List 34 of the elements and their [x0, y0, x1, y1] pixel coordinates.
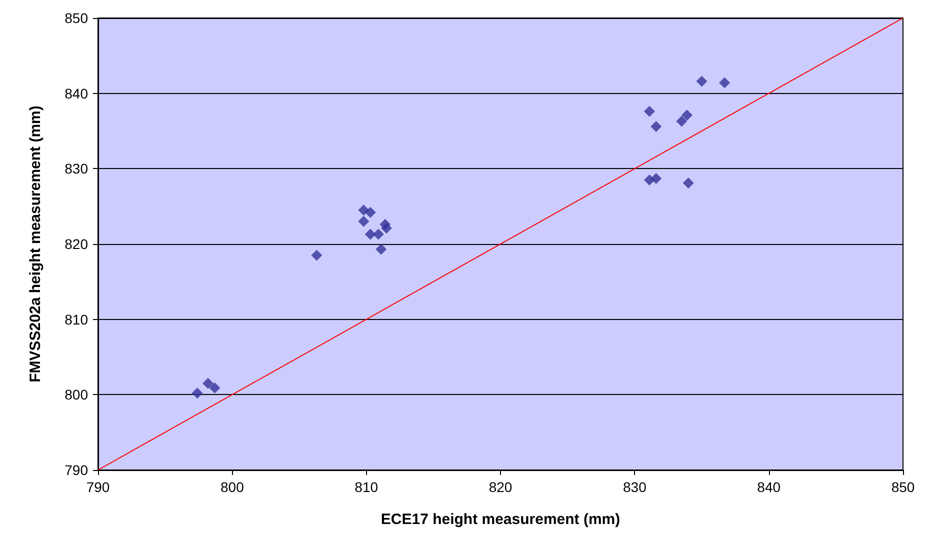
point — [719, 77, 730, 88]
point — [358, 216, 370, 227]
x-tick-label: 800 — [220, 479, 244, 495]
point — [682, 177, 694, 188]
point — [696, 76, 708, 87]
point — [202, 378, 214, 389]
y-tick-label: 840 — [64, 85, 88, 102]
x-tick-label: 830 — [622, 479, 647, 495]
y-tick-label: 790 — [64, 462, 88, 478]
point — [644, 106, 655, 117]
y-axis-title: FMVSS202a height measurement (mm) — [27, 106, 44, 382]
x-tick-label: 840 — [757, 479, 781, 495]
point — [650, 172, 662, 184]
y-tick-label: 850 — [64, 10, 88, 26]
point — [311, 250, 322, 261]
y-tick-label: 800 — [64, 386, 88, 403]
point — [364, 206, 376, 218]
point — [676, 116, 688, 127]
x-axis-title: ECE17 height measurement (mm) — [380, 511, 620, 528]
y-tick-label: 810 — [64, 311, 88, 328]
x-tick-label: 810 — [354, 479, 378, 495]
point — [372, 228, 384, 240]
point — [364, 228, 376, 240]
point — [650, 120, 662, 132]
point — [681, 110, 692, 121]
point — [192, 388, 203, 399]
x-tick-label: 820 — [488, 479, 512, 495]
y-tick-label: 820 — [64, 236, 88, 252]
point — [209, 382, 220, 394]
point — [376, 244, 387, 255]
point — [380, 222, 392, 234]
x-tick-label: 790 — [86, 479, 110, 495]
y-tick-label: 830 — [64, 160, 88, 177]
x-tick-label: 850 — [891, 479, 915, 495]
